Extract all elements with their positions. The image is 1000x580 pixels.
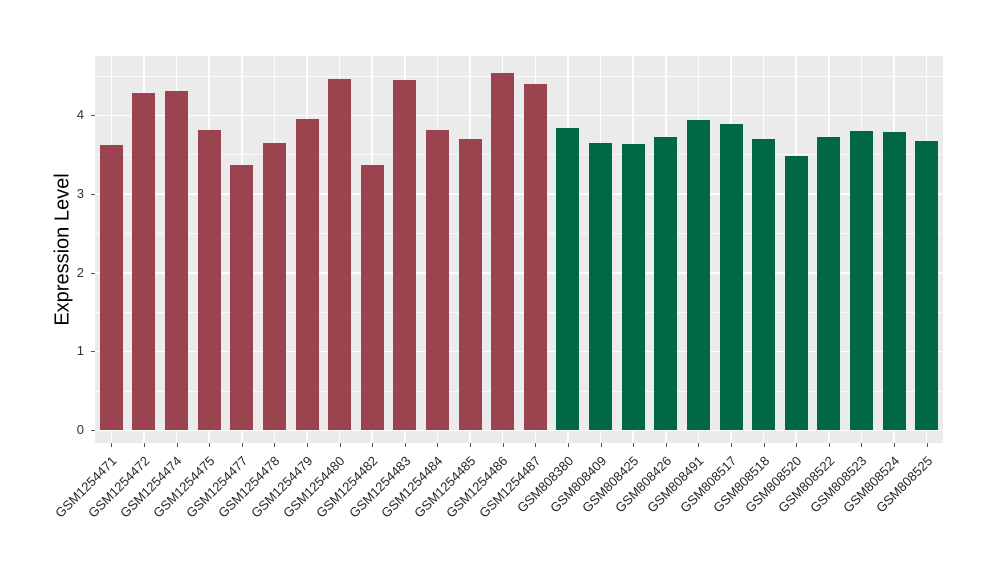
- gridline-minor: [95, 390, 943, 392]
- bar-GSM1254482: [360, 164, 384, 430]
- x-tick-mark: [567, 443, 569, 447]
- y-tick-mark: [91, 351, 95, 353]
- y-tick-mark: [91, 272, 95, 274]
- bar-GSM808524: [882, 132, 906, 430]
- bar-GSM1254475: [197, 129, 221, 430]
- bar-GSM1254485: [458, 138, 482, 430]
- bar-GSM808409: [589, 142, 613, 430]
- x-tick-mark: [339, 443, 341, 447]
- bar-GSM808523: [849, 130, 873, 430]
- gridline-major: [95, 429, 943, 431]
- y-tick-label: 0: [76, 422, 84, 437]
- gridline-major: [95, 350, 943, 353]
- bar-GSM808518: [752, 138, 776, 430]
- plot-panel: [95, 56, 943, 443]
- bar-GSM808380: [556, 128, 580, 430]
- x-tick-mark: [894, 443, 896, 447]
- bar-GSM1254483: [393, 80, 417, 430]
- gridline-minor: [95, 154, 943, 156]
- bar-GSM1254477: [230, 164, 254, 430]
- y-tick-label: 4: [76, 107, 84, 122]
- x-tick-mark: [796, 443, 798, 447]
- y-tick-label: 2: [76, 264, 84, 280]
- x-tick-mark: [535, 443, 537, 447]
- gridline-major: [95, 114, 943, 116]
- x-tick-mark: [111, 443, 113, 447]
- bar-GSM1254479: [295, 118, 319, 430]
- y-tick-label: 1: [76, 343, 84, 359]
- bar-GSM808522: [817, 137, 841, 430]
- y-tick-mark: [91, 193, 95, 195]
- bar-GSM808520: [784, 155, 808, 430]
- x-tick-mark: [143, 443, 145, 447]
- bar-GSM808517: [719, 124, 743, 430]
- x-tick-mark: [502, 443, 504, 447]
- y-tick-mark: [91, 115, 95, 116]
- x-tick-mark: [404, 443, 406, 447]
- x-tick-mark: [241, 443, 243, 447]
- bar-GSM808425: [621, 144, 645, 430]
- gridline-minor: [95, 233, 943, 235]
- bar-GSM1254480: [328, 78, 352, 430]
- x-tick-mark: [307, 443, 308, 447]
- bar-GSM1254487: [523, 84, 547, 430]
- bar-GSM1254484: [425, 129, 449, 430]
- bar-GSM808525: [915, 140, 939, 430]
- x-tick-mark: [763, 443, 765, 447]
- bar-GSM1254472: [132, 92, 156, 430]
- gridline-minor: [95, 75, 943, 77]
- bar-GSM1254474: [165, 91, 189, 430]
- x-tick-mark: [633, 443, 635, 447]
- bar-GSM1254471: [99, 144, 123, 430]
- y-tick-label: 3: [76, 185, 84, 201]
- x-tick-mark: [274, 443, 276, 447]
- x-tick-mark: [698, 443, 700, 447]
- y-tick-mark: [91, 430, 95, 431]
- x-tick-mark: [731, 443, 732, 447]
- bar-GSM808426: [654, 137, 678, 430]
- bar-GSM1254478: [262, 142, 286, 430]
- x-tick-mark: [209, 443, 211, 447]
- x-tick-mark: [600, 443, 602, 447]
- x-tick-mark: [176, 443, 178, 447]
- bar-GSM1254486: [491, 73, 515, 430]
- x-tick-mark: [926, 443, 928, 447]
- x-tick-mark: [470, 443, 472, 447]
- x-tick-mark: [372, 443, 374, 447]
- x-tick-mark: [665, 443, 667, 447]
- x-tick-mark: [437, 443, 439, 447]
- gridline-minor: [95, 311, 943, 313]
- x-tick-mark: [861, 443, 863, 447]
- gridline-major: [95, 193, 943, 195]
- gridline-major: [95, 272, 943, 274]
- bar-GSM808491: [686, 119, 710, 430]
- x-tick-mark: [828, 443, 830, 447]
